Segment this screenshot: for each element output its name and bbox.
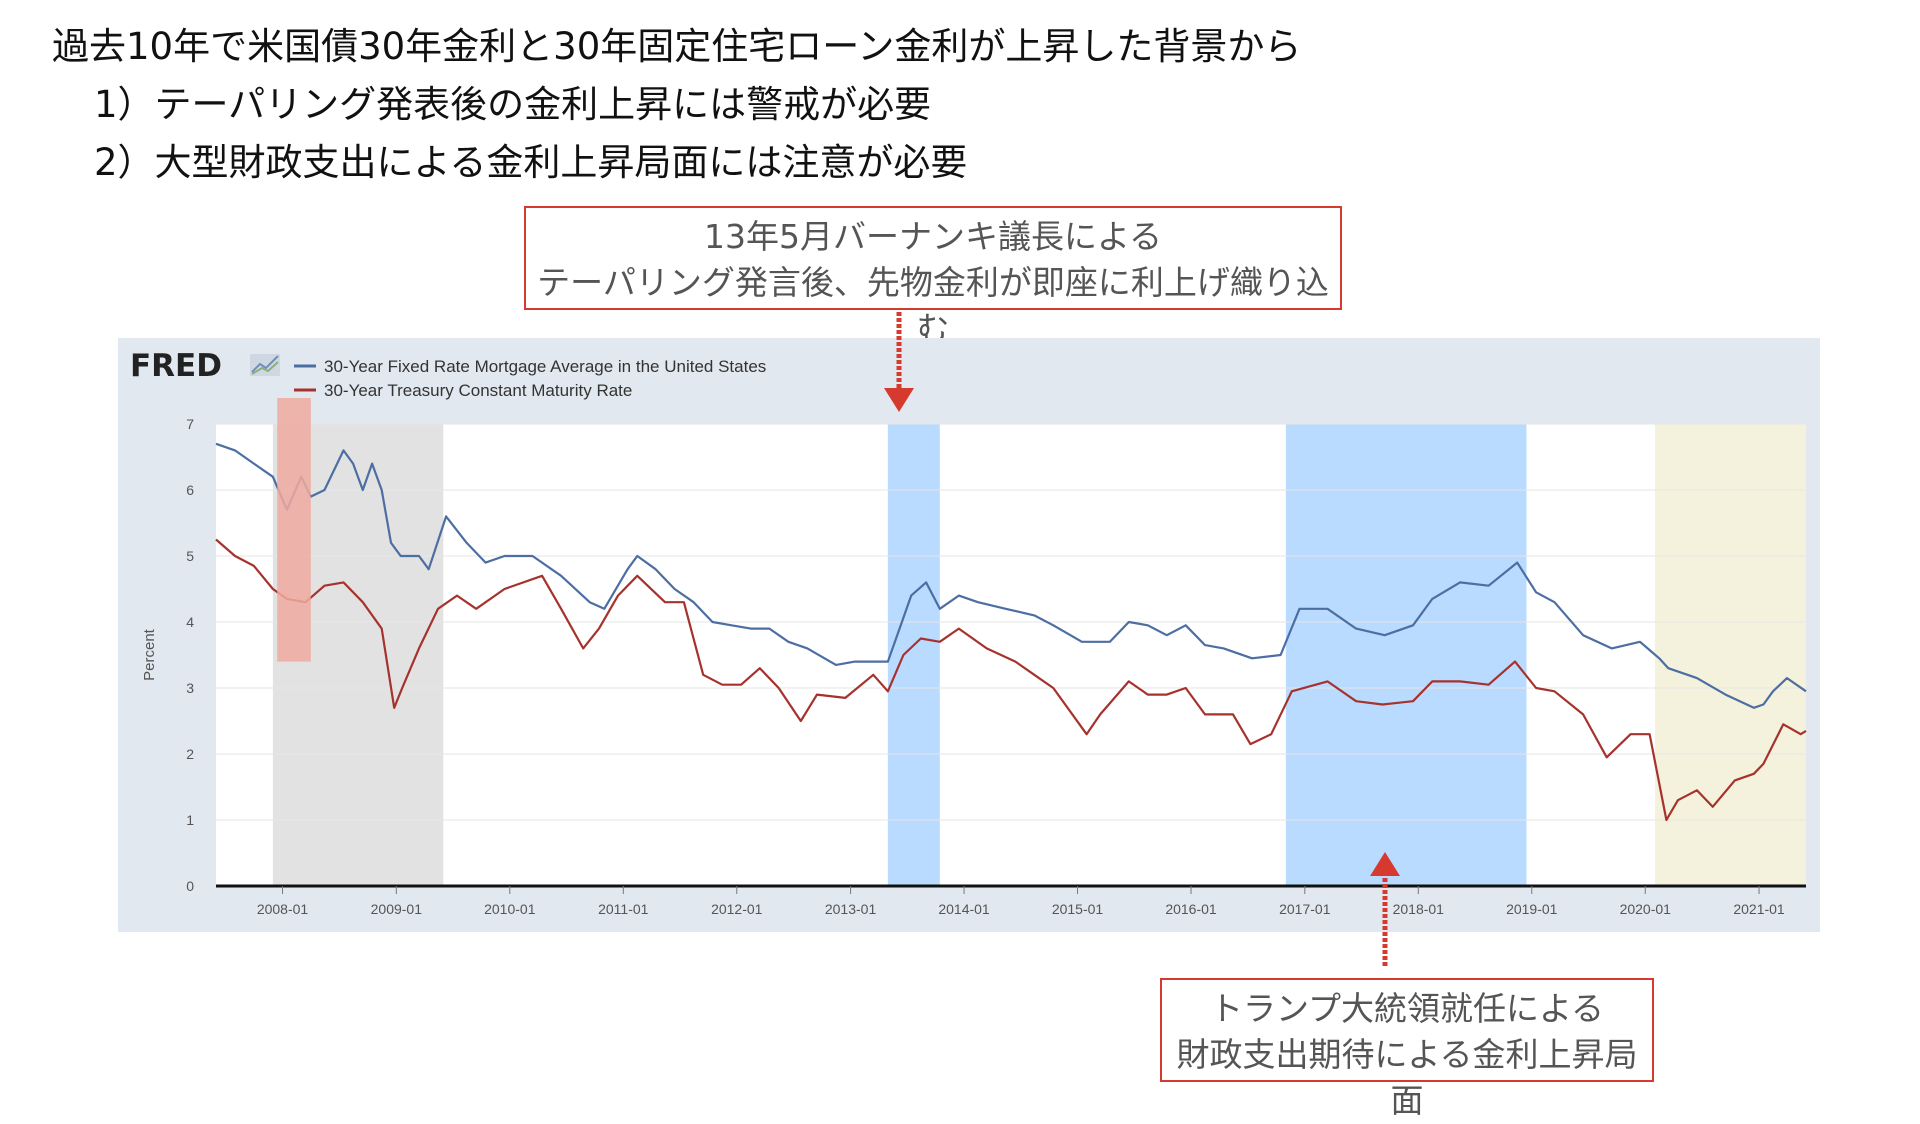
highlight-band-1 [887, 424, 940, 886]
x-tick-label: 2013-01 [825, 901, 877, 917]
y-tick-label: 7 [186, 416, 194, 432]
callout-trump-line-2: 財政支出期待による金利上昇局面 [1176, 1035, 1638, 1120]
callout-tapering-line-2: テーパリング発言後、先物金利が即座に利上げ織り込む [537, 263, 1329, 348]
y-tick-label: 1 [186, 812, 194, 828]
y-tick-label: 3 [186, 680, 194, 696]
plot-area [216, 424, 1806, 886]
heading-line-2: 1）テーパリング発表後の金利上昇には警戒が必要 [94, 83, 932, 126]
highlight-band-3 [1654, 424, 1806, 886]
heading-line-1: 過去10年で米国債30年金利と30年固定住宅ローン金利が上昇した背景から [52, 25, 1302, 68]
x-tick-label: 2021-01 [1733, 901, 1785, 917]
x-tick-label: 2015-01 [1052, 901, 1104, 917]
y-tick-label: 5 [186, 548, 194, 564]
x-tick-label: 2009-01 [371, 901, 423, 917]
legend-label-mortgage: 30-Year Fixed Rate Mortgage Average in t… [324, 357, 766, 376]
x-tick-label: 2018-01 [1393, 901, 1445, 917]
callout-tapering-line-1: 13年5月バーナンキ議長による [704, 217, 1162, 256]
series-line-treasury [215, 538, 1807, 822]
fred-chart: 0 1 2 3 4 5 6 7 2008-01 2009-01 2010-01 2011-01 2012… [118, 338, 1820, 932]
legend-label-treasury: 30-Year Treasury Constant Maturity Rate [324, 381, 632, 400]
red-highlight-marker [277, 398, 311, 662]
x-tick-label: 2008-01 [257, 901, 309, 917]
callout-trump-fiscal: トランプ大統領就任による 財政支出期待による金利上昇局面 [1160, 978, 1654, 1120]
callout-trump-line-1: トランプ大統領就任による [1209, 989, 1605, 1028]
x-tick-label: 2014-01 [938, 901, 990, 917]
y-tick-label: 4 [186, 614, 194, 630]
heading-line-3: 2）大型財政支出による金利上昇局面には注意が必要 [94, 141, 968, 184]
highlight-band-2 [1285, 424, 1527, 886]
line-chart-icon [250, 354, 280, 376]
x-tick-label: 2019-01 [1506, 901, 1558, 917]
y-tick-label: 6 [186, 482, 194, 498]
callout-tapering: 13年5月バーナンキ議長による テーパリング発言後、先物金利が即座に利上げ織り込… [524, 206, 1342, 348]
fred-logo: FRED [130, 348, 222, 384]
y-axis-label: Percent [141, 628, 158, 681]
x-tick-label: 2012-01 [711, 901, 763, 917]
y-tick-label: 0 [186, 878, 194, 894]
series-line-mortgage [215, 442, 1807, 709]
x-tick-label: 2020-01 [1620, 901, 1672, 917]
x-tick-label: 2017-01 [1279, 901, 1331, 917]
x-tick-label: 2016-01 [1165, 901, 1217, 917]
x-tick-label: 2011-01 [598, 901, 649, 917]
y-tick-label: 2 [186, 746, 194, 762]
x-tick-label: 2010-01 [484, 901, 536, 917]
slide-heading: 過去10年で米国債30年金利と30年固定住宅ローン金利が上昇した背景から 1）テ… [52, 18, 1301, 192]
